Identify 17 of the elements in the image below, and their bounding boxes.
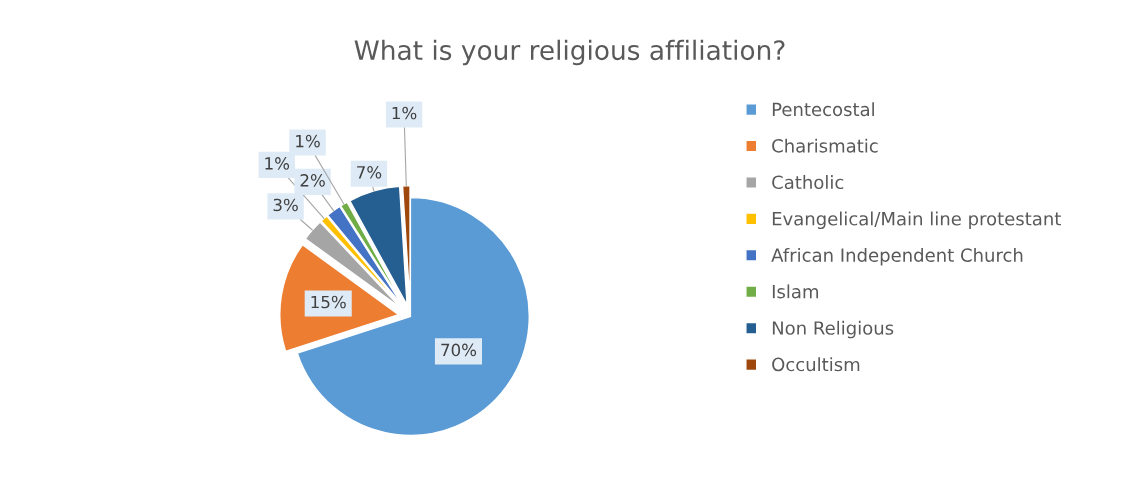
data-label: 70%: [441, 343, 477, 357]
legend-label: African Independent Church: [771, 247, 1023, 266]
legend-label: Catholic: [772, 175, 844, 190]
data-label: 3%: [273, 198, 298, 212]
data-label: 2%: [300, 174, 325, 187]
legend-label: Charismatic: [772, 138, 878, 153]
legend-label: Pentecostal: [772, 102, 874, 117]
data-label: 1%: [392, 106, 417, 120]
legend-label: Evangelical/Main line protestant: [772, 211, 1061, 230]
legend-label: Islam: [772, 284, 818, 299]
legend-label: Non Religious: [772, 320, 894, 339]
data-label: 15%: [311, 295, 346, 309]
data-label: 1%: [265, 157, 290, 170]
chart-title: What is your religious affiliation?: [354, 39, 785, 66]
data-label: 7%: [357, 166, 382, 179]
legend-label: Occultism: [772, 357, 860, 372]
data-label: 1%: [296, 134, 320, 148]
